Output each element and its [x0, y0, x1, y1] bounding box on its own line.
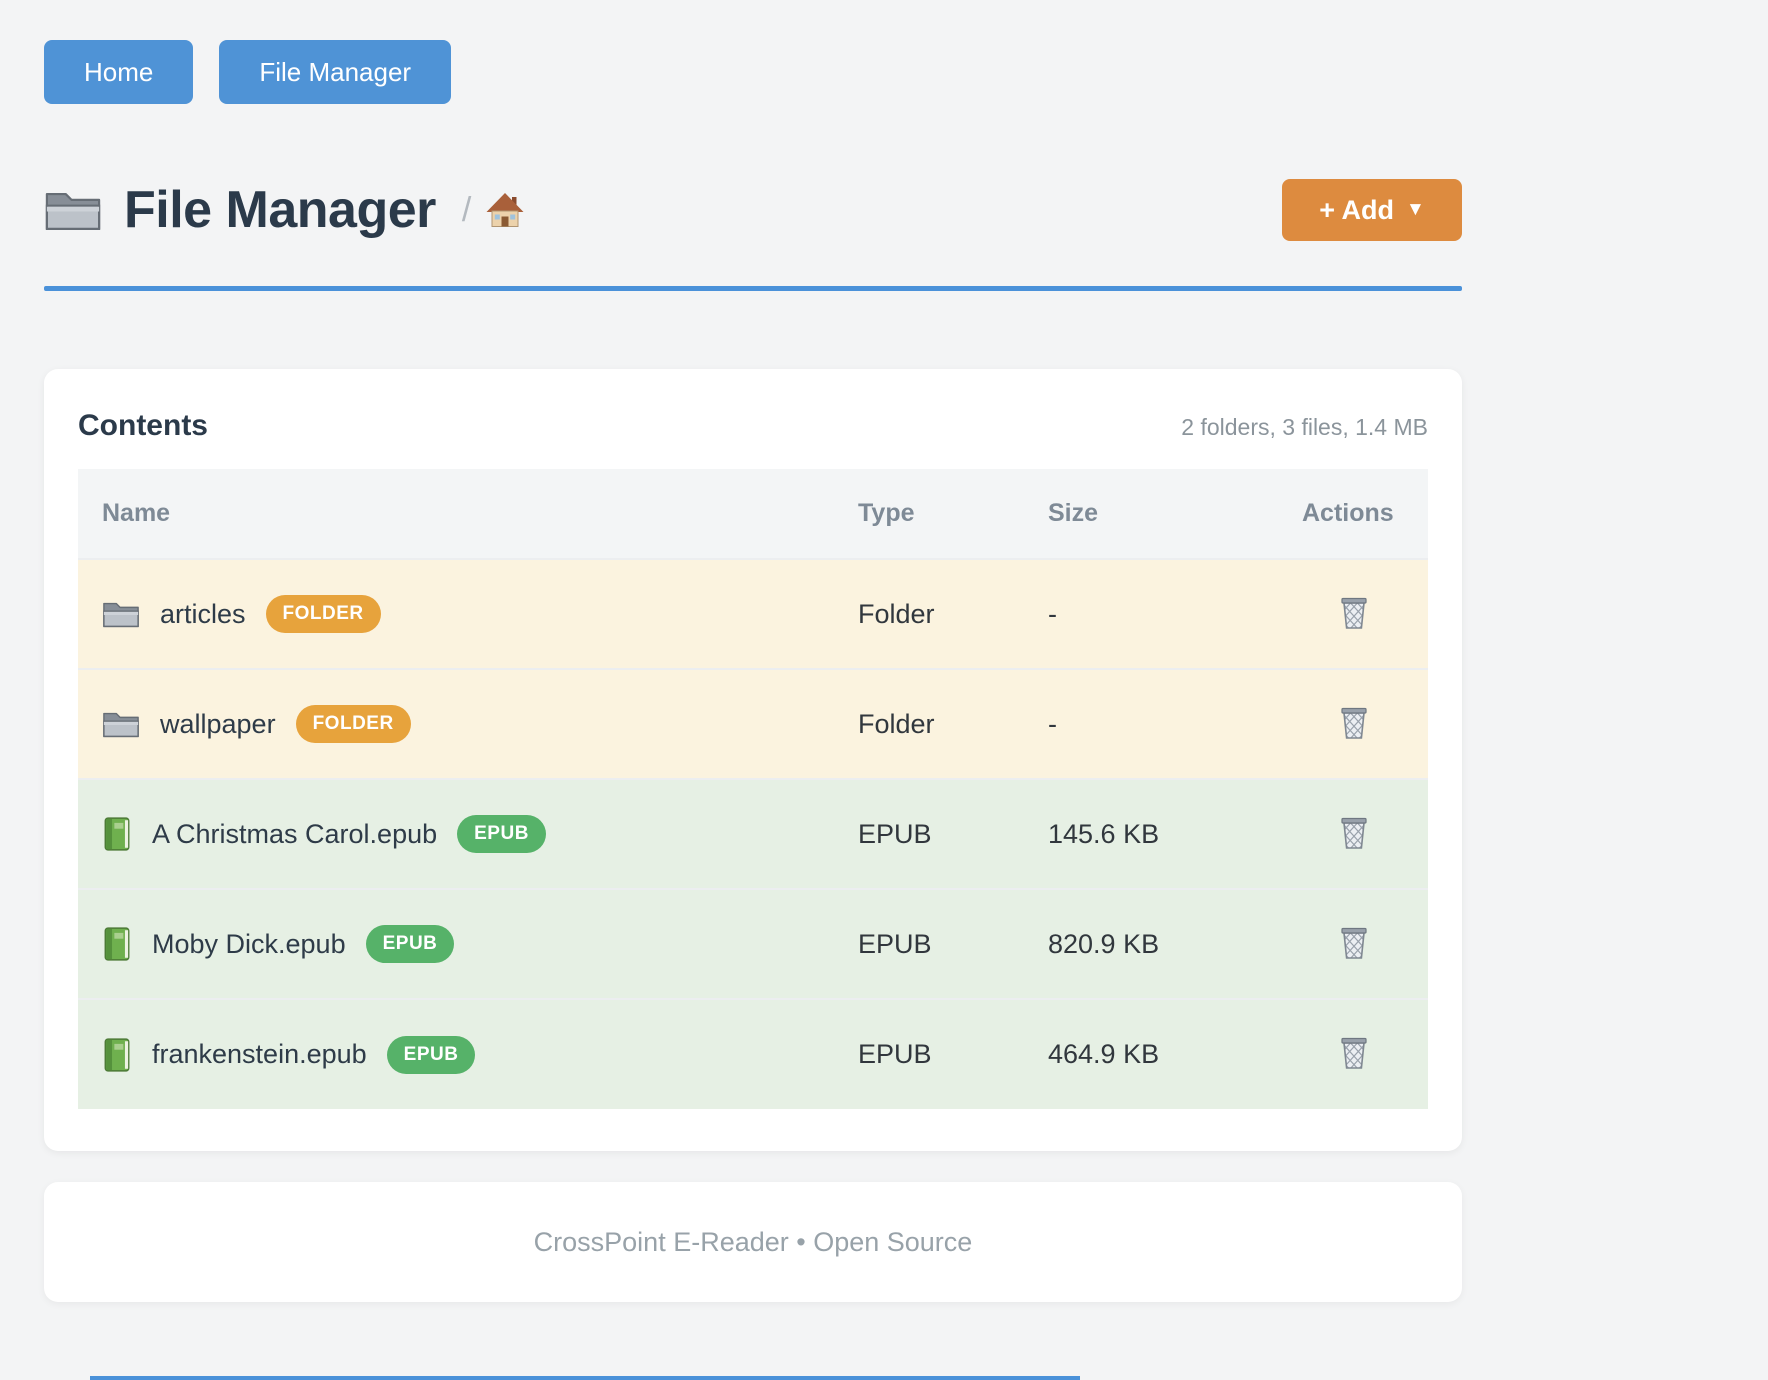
add-button[interactable]: + Add ▼ — [1282, 179, 1462, 241]
nav-bar: Home File Manager — [44, 0, 1462, 104]
folder-badge: FOLDER — [265, 595, 381, 633]
bottom-accent-bar — [90, 1376, 1080, 1380]
contents-title: Contents — [78, 409, 208, 442]
epub-badge: EPUB — [386, 1035, 476, 1074]
item-type: EPUB — [858, 818, 932, 849]
title-wrap: File Manager / — [44, 180, 525, 240]
contents-summary: 2 folders, 3 files, 1.4 MB — [1181, 414, 1428, 440]
item-size: 464.9 KB — [1048, 1039, 1160, 1069]
item-size: 145.6 KB — [1048, 818, 1160, 849]
folder-badge: FOLDER — [295, 705, 411, 743]
item-size: - — [1048, 598, 1057, 629]
files-table-header: Name Type Size Actions — [78, 469, 1428, 559]
epub-badge: EPUB — [365, 925, 455, 963]
nav-button-home[interactable]: Home — [44, 40, 194, 104]
green-book-icon — [102, 926, 132, 962]
table-row-moby-dick[interactable]: Moby Dick.epub EPUB EPUB 820.9 KB — [78, 889, 1428, 999]
footer-text: CrossPoint E-Reader • Open Source — [533, 1226, 973, 1257]
item-type: EPUB — [858, 1039, 932, 1069]
trash-icon — [1338, 815, 1370, 851]
column-header-type: Type — [836, 469, 1026, 559]
header-divider — [44, 286, 1462, 291]
green-book-icon — [102, 816, 132, 852]
item-name[interactable]: frankenstein.epub — [152, 1039, 367, 1069]
trash-icon — [1338, 705, 1370, 741]
item-name[interactable]: Moby Dick.epub — [152, 928, 346, 959]
column-header-actions: Actions — [1280, 469, 1428, 559]
item-type: Folder — [858, 708, 935, 739]
table-row-frankenstein[interactable]: frankenstein.epub EPUB EPUB 464.9 KB — [78, 999, 1428, 1109]
nav-button-file-manager[interactable]: File Manager — [219, 40, 452, 104]
table-row-articles[interactable]: articles FOLDER Folder - — [78, 559, 1428, 669]
item-type: Folder — [858, 598, 935, 629]
files-table: Name Type Size Actions articles FOLDER F… — [78, 469, 1428, 1109]
contents-card-header: Contents 2 folders, 3 files, 1.4 MB — [78, 409, 1428, 443]
page-content: Home File Manager File Manager / + Add ▼… — [44, 0, 1462, 1302]
column-header-size: Size — [1026, 469, 1280, 559]
home-icon[interactable] — [485, 190, 525, 230]
delete-button[interactable] — [1334, 921, 1374, 965]
page-title: File Manager — [124, 181, 436, 239]
chevron-down-icon: ▼ — [1405, 199, 1425, 220]
delete-button[interactable] — [1334, 591, 1374, 635]
folder-icon — [44, 186, 102, 234]
contents-card: Contents 2 folders, 3 files, 1.4 MB Name… — [44, 369, 1462, 1151]
table-row-christmas-carol[interactable]: A Christmas Carol.epub EPUB EPUB 145.6 K… — [78, 779, 1428, 889]
page-header: File Manager / + Add ▼ — [44, 168, 1462, 252]
folder-icon — [102, 598, 140, 630]
item-name[interactable]: articles — [160, 598, 246, 629]
add-button-label: + Add — [1319, 194, 1394, 225]
folder-icon — [102, 708, 140, 740]
trash-icon — [1338, 1035, 1370, 1071]
item-type: EPUB — [858, 928, 932, 959]
item-name[interactable]: wallpaper — [160, 708, 276, 739]
epub-badge: EPUB — [457, 815, 546, 853]
item-size: - — [1048, 708, 1057, 739]
item-size: 820.9 KB — [1048, 928, 1160, 959]
trash-icon — [1338, 595, 1370, 631]
footer-card: CrossPoint E-Reader • Open Source — [44, 1182, 1462, 1302]
delete-button[interactable] — [1334, 811, 1374, 855]
breadcrumb-separator: / — [461, 190, 472, 229]
item-name[interactable]: A Christmas Carol.epub — [152, 818, 438, 849]
green-book-icon — [102, 1037, 132, 1073]
column-header-name: Name — [78, 469, 836, 559]
delete-button[interactable] — [1334, 701, 1374, 745]
table-row-wallpaper[interactable]: wallpaper FOLDER Folder - — [78, 669, 1428, 779]
delete-button[interactable] — [1334, 1031, 1374, 1075]
trash-icon — [1338, 925, 1370, 961]
breadcrumb: / — [462, 190, 525, 230]
